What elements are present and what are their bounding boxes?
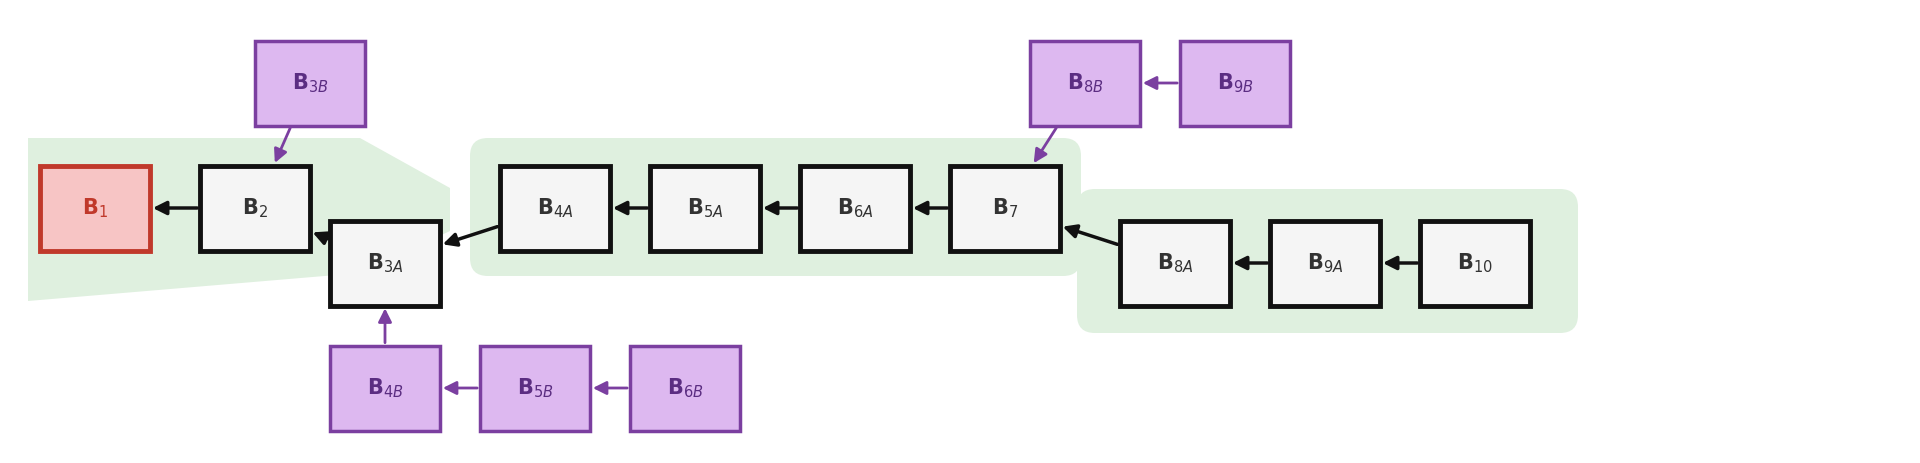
Text: B$_1$: B$_1$ <box>83 196 108 220</box>
FancyBboxPatch shape <box>330 345 440 431</box>
Text: B$_{9A}$: B$_{9A}$ <box>1308 251 1344 275</box>
FancyBboxPatch shape <box>1269 220 1380 306</box>
Text: B$_{6B}$: B$_{6B}$ <box>666 376 703 400</box>
FancyBboxPatch shape <box>499 165 611 250</box>
Text: B$_{5B}$: B$_{5B}$ <box>516 376 553 400</box>
FancyBboxPatch shape <box>330 220 440 306</box>
FancyBboxPatch shape <box>470 138 1081 276</box>
FancyBboxPatch shape <box>40 165 150 250</box>
Text: B$_2$: B$_2$ <box>242 196 269 220</box>
FancyBboxPatch shape <box>480 345 589 431</box>
FancyBboxPatch shape <box>801 165 910 250</box>
FancyBboxPatch shape <box>630 345 739 431</box>
FancyBboxPatch shape <box>1119 220 1231 306</box>
Text: B$_{8B}$: B$_{8B}$ <box>1068 71 1104 95</box>
Text: B$_{4B}$: B$_{4B}$ <box>367 376 403 400</box>
Text: B$_{3B}$: B$_{3B}$ <box>292 71 328 95</box>
FancyBboxPatch shape <box>255 40 365 125</box>
Text: B$_7$: B$_7$ <box>993 196 1018 220</box>
FancyBboxPatch shape <box>1181 40 1290 125</box>
Polygon shape <box>29 138 449 301</box>
Text: B$_{5A}$: B$_{5A}$ <box>687 196 724 220</box>
Text: B$_{3A}$: B$_{3A}$ <box>367 251 403 275</box>
Text: B$_{8A}$: B$_{8A}$ <box>1156 251 1192 275</box>
FancyBboxPatch shape <box>1029 40 1140 125</box>
Text: B$_{6A}$: B$_{6A}$ <box>837 196 874 220</box>
FancyBboxPatch shape <box>1077 189 1578 333</box>
Text: B$_{4A}$: B$_{4A}$ <box>538 196 574 220</box>
Text: B$_{10}$: B$_{10}$ <box>1457 251 1494 275</box>
FancyBboxPatch shape <box>651 165 760 250</box>
FancyBboxPatch shape <box>950 165 1060 250</box>
FancyBboxPatch shape <box>1421 220 1530 306</box>
Text: B$_{9B}$: B$_{9B}$ <box>1217 71 1254 95</box>
FancyBboxPatch shape <box>200 165 309 250</box>
